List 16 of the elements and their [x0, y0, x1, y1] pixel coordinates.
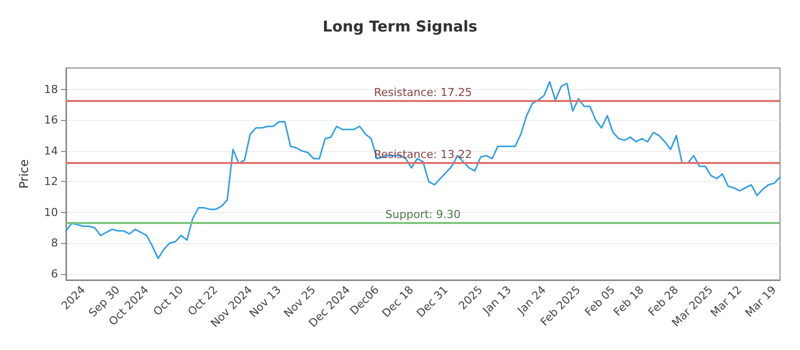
y-tick-label: 8 [51, 236, 58, 250]
y-tick-label: 14 [44, 144, 58, 158]
y-tick-label: 6 [51, 267, 58, 280]
y-tick-label: 18 [44, 83, 58, 96]
ref-line-label: Resistance: 17.25 [374, 86, 472, 100]
y-tick-label: 12 [44, 175, 58, 188]
x-tick-label: Dec 18 [380, 283, 416, 320]
y-tick-label: 16 [44, 114, 58, 127]
x-tick-label: Mar 19 [742, 283, 779, 320]
x-tick-label: Dec 31 [414, 283, 451, 320]
y-tick-label: 10 [44, 206, 58, 219]
line-series [65, 81, 781, 260]
chart-title: Long Term Signals [322, 18, 478, 36]
x-tick-label: Oct 10 [150, 283, 186, 318]
y-axis-title: Price [17, 159, 31, 189]
ref-line-label: Support: 9.30 [385, 208, 461, 222]
